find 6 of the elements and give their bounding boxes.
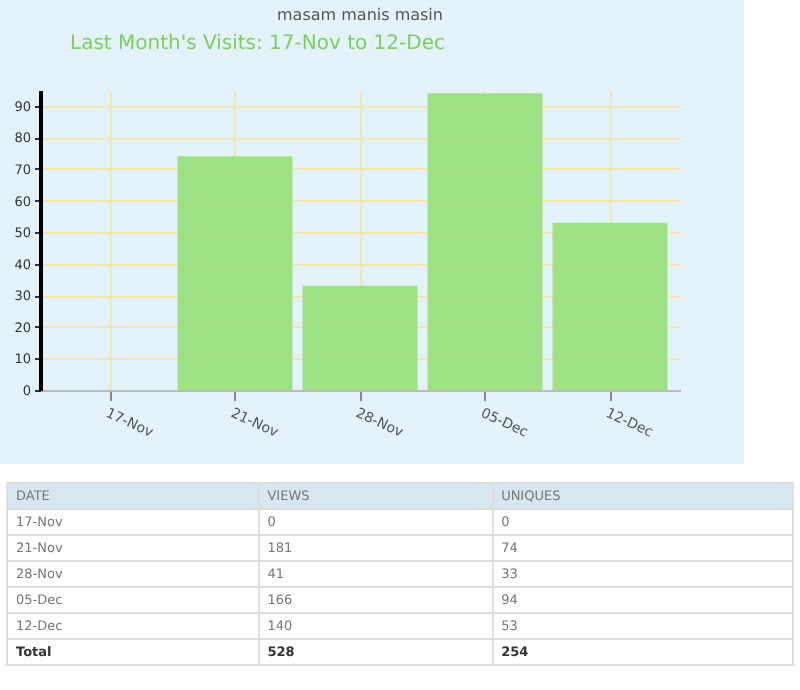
bar xyxy=(552,222,668,390)
bar xyxy=(302,285,418,390)
chart-title: masam manis masin xyxy=(277,6,443,24)
bar xyxy=(427,93,543,390)
bar xyxy=(177,156,293,390)
series-label: Last Month's Visits: 17-Nov to 12-Dec xyxy=(70,33,445,55)
